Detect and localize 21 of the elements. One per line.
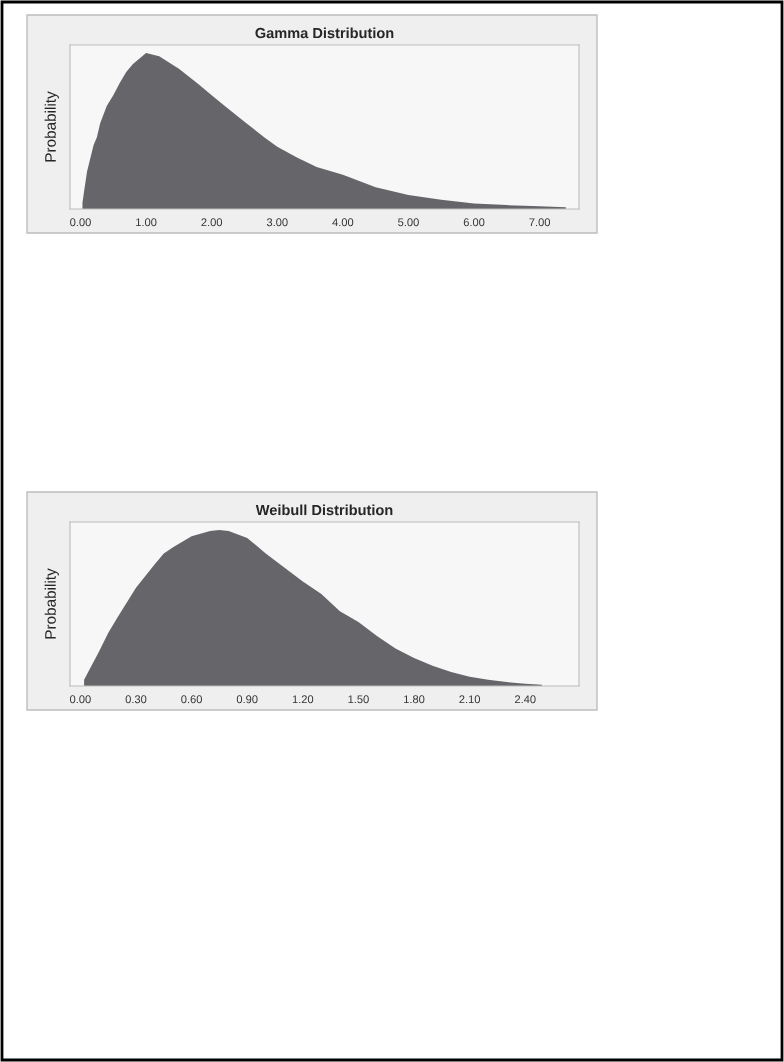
x-tick-label: 0.00 [70,218,91,227]
chart-title: Weibull Distribution [255,504,393,516]
x-tick-label: 0.00 [70,695,91,704]
y-axis-title: Probability [44,91,59,162]
x-tick-label: 0.30 [125,695,147,704]
x-tick-label: 1.00 [136,218,157,227]
x-tick-label: 1.20 [292,695,314,704]
x-tick-label: 7.00 [529,218,551,227]
x-tick-label: 0.90 [236,695,258,704]
x-tick-label: 1.50 [348,695,369,704]
x-tick-label: 0.60 [181,695,202,704]
x-tick-label: 1.80 [404,695,425,704]
x-tick-label: 5.00 [398,218,419,227]
chart-title: Gamma Distribution [255,27,394,39]
x-tick-label: 3.00 [266,218,288,227]
x-tick-label: 2.40 [514,695,536,704]
x-tick-label: 2.10 [459,695,481,704]
y-axis-title: Probability [44,568,59,639]
x-tick-label: 2.00 [201,218,223,227]
x-tick-label: 6.00 [463,218,485,227]
x-tick-label: 4.00 [332,218,354,227]
